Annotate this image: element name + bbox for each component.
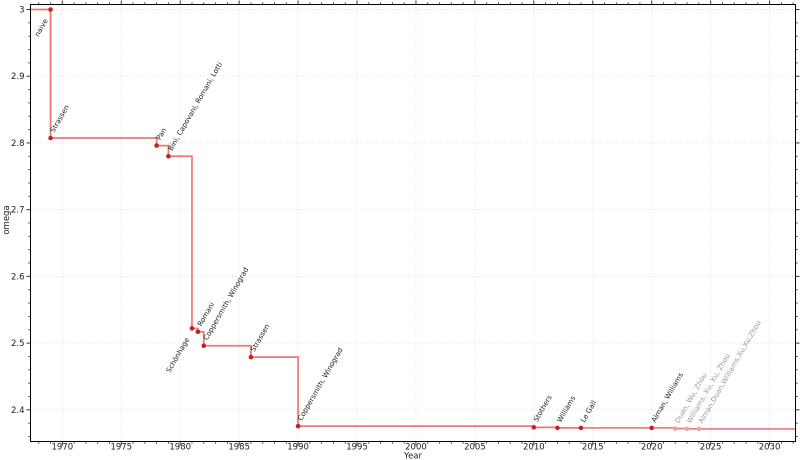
data-point: [684, 426, 690, 432]
x-tick-label: 2025: [700, 443, 722, 453]
data-point: [672, 426, 678, 431]
x-tick-label: 1975: [110, 443, 132, 453]
x-tick-label: 1980: [169, 443, 191, 453]
data-point-label: Pan: [155, 127, 168, 142]
y-axis-label: omega: [2, 205, 12, 234]
x-tick-label: 2005: [464, 443, 486, 453]
data-point: [48, 135, 53, 141]
data-point-label: Strassen: [249, 323, 271, 353]
y-tick-label: 2.6: [11, 272, 25, 282]
data-point: [531, 425, 537, 430]
data-point: [195, 329, 201, 335]
data-point: [248, 354, 254, 360]
data-point: [166, 153, 171, 159]
y-tick-label: 2.9: [11, 72, 25, 82]
y-tick-label: 2.4: [11, 406, 25, 416]
y-tick-label: 2.8: [11, 139, 25, 149]
data-point: [578, 425, 584, 431]
data-point-label: Alman,Duan,Williams,Xu,Xu,Zhou: [697, 319, 763, 425]
x-tick-label: 2000: [405, 443, 427, 453]
data-point-label: Bini, Capovani, Romani, Lotti: [167, 61, 224, 153]
x-tick-label: 1985: [228, 443, 250, 453]
data-point-label: Strassen: [49, 104, 71, 134]
axes-layer: [26, 0, 800, 446]
y-tick-label: 2.5: [11, 339, 25, 349]
data-point: [696, 426, 702, 432]
plot-border: [30, 4, 796, 442]
data-point: [154, 143, 159, 148]
labels-layer: 1970 1975 1980 1985 1990 1995 2000 2005 2010 2015…: [2, 6, 780, 460]
data-point: [201, 343, 207, 349]
data-point: [649, 425, 654, 431]
data-point-label: naive: [33, 18, 49, 39]
x-tick-label: 2030: [759, 443, 781, 453]
data-point-label: Williams: [556, 394, 578, 424]
data-point: [295, 423, 301, 429]
x-tick-label: 1990: [287, 443, 309, 453]
data-point-label: Le Gall: [579, 399, 598, 424]
y-tick-label: 2.7: [11, 206, 25, 216]
data-point: [48, 7, 53, 12]
data-point-label: Coppersmith, Winograd: [296, 346, 344, 422]
x-tick-label: 2020: [641, 443, 663, 453]
y-tick-label: 3: [19, 6, 24, 16]
x-tick-label: 1970: [52, 443, 74, 453]
data-layer: [30, 7, 796, 432]
x-tick-label: 2010: [523, 443, 545, 453]
data-point: [189, 326, 195, 331]
grid-layer: [30, 4, 796, 442]
data-point-label: Stothers: [532, 394, 554, 424]
data-point-label: Schönhage: [165, 336, 191, 374]
step-line: [30, 8, 796, 430]
data-point: [555, 425, 560, 431]
x-tick-label: 1995: [346, 443, 368, 453]
x-axis-label: Year: [403, 452, 423, 460]
x-tick-label: 2015: [582, 443, 604, 453]
